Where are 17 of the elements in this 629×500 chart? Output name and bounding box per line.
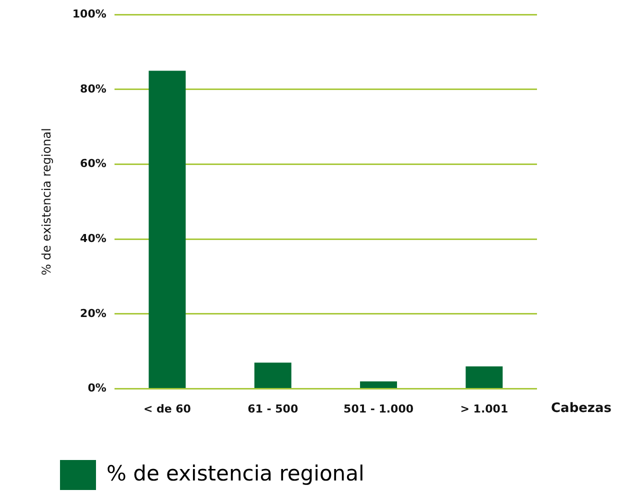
x-tick-label: 61 - 500: [248, 402, 298, 416]
y-tick-label: 80%: [80, 82, 106, 96]
x-tick-label: 501 - 1.000: [344, 402, 414, 416]
x-axis-title: Cabezas: [551, 401, 612, 416]
x-tick-label: > 1.001: [460, 402, 508, 416]
bar: [254, 362, 292, 388]
y-tick-label: 20%: [80, 306, 106, 320]
x-tick-label: < de 60: [143, 402, 192, 416]
bar: [466, 366, 503, 388]
bar: [360, 381, 398, 388]
y-tick-label: 0%: [88, 382, 106, 395]
bar: [148, 70, 186, 388]
y-axis-title: % de existencia regional: [39, 128, 54, 276]
y-tick-label: 100%: [72, 7, 106, 20]
y-tick-label: 60%: [80, 157, 106, 170]
legend-label: % de existencia regional: [106, 461, 364, 486]
y-tick-label: 40%: [80, 232, 106, 245]
